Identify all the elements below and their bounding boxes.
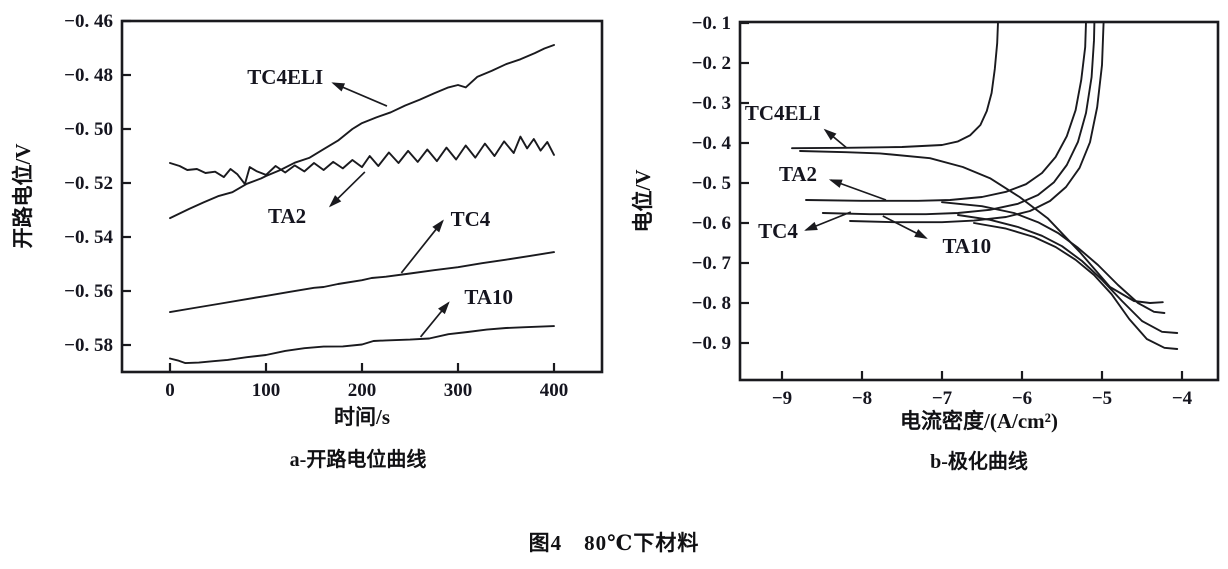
annotation-arrowhead-TA10 (438, 301, 450, 315)
tick-label-y: −0. 7 (692, 253, 732, 274)
series-line-TA2-cathodic (941, 201, 1166, 314)
annotation-arrowhead-TC4 (804, 221, 818, 231)
annotation-arrowhead-TC4 (432, 219, 444, 233)
series-line-TC4-anodic (821, 21, 1096, 216)
annotation-arrowhead-TC4ELI (823, 128, 837, 141)
annotation-arrowhead-TC4ELI (331, 82, 346, 92)
tick-label-y: −0. 3 (692, 93, 731, 114)
series-line-TC4ELI-cathodic (799, 150, 1164, 304)
curve-label-TA2: TA2 (779, 162, 817, 186)
series-line-TC4ELI (169, 44, 555, 220)
series-line-TA2 (169, 135, 555, 186)
curve-label-TC4: TC4 (758, 219, 798, 243)
tick-label-x: 0 (165, 380, 175, 401)
curve-label-TC4: TC4 (451, 207, 491, 231)
curve-label-TA10: TA10 (942, 234, 991, 258)
annotation-arrowhead-TA2 (828, 179, 843, 188)
plot-frame (120, 19, 604, 374)
tick-label-x: −5 (1092, 388, 1112, 409)
plot-frame (738, 20, 1220, 382)
tick-label-y: −0. 56 (64, 281, 113, 302)
series-line-TA10-cathodic (973, 222, 1179, 350)
tick-label-y: −0. 2 (692, 53, 731, 74)
tick-label-y: −0. 8 (692, 293, 731, 314)
tick-label-y: −0. 5 (692, 173, 731, 194)
x-axis-label: 时间/s (334, 405, 390, 429)
chart-a-open-circuit-potential: 0 100 200 300 400 −0. 46 −0. 48 −0. 50 −0. 52 −0.… (11, 11, 604, 471)
series-line-TC4-cathodic (957, 214, 1179, 334)
tick-label-x: −8 (852, 388, 872, 409)
tick-label-y: −0. 58 (64, 335, 113, 356)
tick-label-y: −0. 1 (692, 13, 731, 34)
series-line-TA2-anodic (805, 21, 1087, 202)
tick-label-x: −6 (1012, 388, 1032, 409)
tick-label-y: −0. 46 (64, 11, 113, 32)
tick-label-x: 300 (444, 380, 473, 401)
series-line-TA10 (169, 325, 555, 365)
y-axis-label: 电位/V (631, 170, 655, 233)
tick-label-y: −0. 54 (64, 227, 113, 248)
annotation-arrowhead-TA2 (328, 195, 342, 208)
tick-label-y: −0. 50 (64, 119, 113, 140)
subplot-title: b-极化曲线 (930, 449, 1028, 473)
y-axis-label: 开路电位/V (11, 144, 35, 249)
tick-label-y: −0. 52 (64, 173, 113, 194)
series-line-TC4 (169, 251, 555, 314)
tick-label-x: 400 (540, 380, 569, 401)
annotation-arrow-line-TC4 (400, 220, 444, 274)
curve-label-TC4ELI: TC4ELI (745, 101, 821, 125)
tick-label-y: −0. 48 (64, 65, 113, 86)
tick-label-x: 100 (252, 380, 281, 401)
subplot-title: a-开路电位曲线 (290, 447, 427, 471)
tick-label-x: 200 (348, 380, 377, 401)
curve-label-TC4ELI: TC4ELI (247, 65, 323, 89)
tick-label-x: −4 (1172, 388, 1193, 409)
tick-label-x: −9 (772, 388, 792, 409)
tick-label-y: −0. 4 (692, 133, 732, 154)
tick-label-y: −0. 6 (692, 213, 731, 234)
series-line-TC4ELI-anodic (791, 21, 999, 150)
tick-label-x: −7 (932, 388, 953, 409)
annotation-arrowhead-TA10 (914, 229, 928, 239)
tick-label-y: −0. 9 (692, 333, 731, 354)
curve-label-TA2: TA2 (268, 204, 306, 228)
chart-b-polarization-curves: −9 −8 −7 −6 −5 −4 −0. 1 −0. 2 −0. 3 −0. 4 −0. 5 −0.… (631, 13, 1220, 473)
figure-caption: 图4 80℃下材料 (528, 531, 700, 555)
series-line-TA10-anodic (849, 21, 1105, 224)
x-axis-label: 电流密度/(A/cm²) (900, 409, 1058, 433)
curve-label-TA10: TA10 (464, 285, 513, 309)
